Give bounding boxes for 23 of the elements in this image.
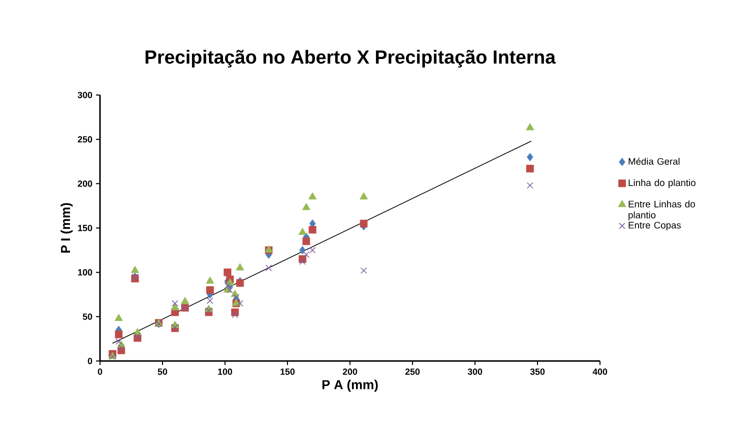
x-tick-label: 200 <box>342 368 358 375</box>
y-tick-label: 300 <box>78 92 92 98</box>
legend-label: Média Geral <box>628 158 680 165</box>
y-tick-label: 50 <box>82 313 92 320</box>
y-axis-title: P I (mm) <box>60 203 73 253</box>
x-tick-label: 350 <box>530 368 545 375</box>
x-tick-label: 50 <box>158 368 168 375</box>
y-tick-label: 150 <box>78 224 92 232</box>
y-tick-label: 0 <box>88 358 92 364</box>
x-tick-label: 100 <box>218 368 232 375</box>
legend-label: Linha do plantio <box>628 179 696 188</box>
x-tick-label: 150 <box>280 368 295 375</box>
legend-label: Entre Copas <box>628 222 681 230</box>
y-tick-label: 200 <box>78 180 92 187</box>
x-axis-title: P A (mm) <box>322 380 378 392</box>
y-tick-label: 250 <box>78 136 92 143</box>
chart-title: Precipitação no Aberto X Precipitação Interna <box>146 50 556 68</box>
x-tick-label: 400 <box>592 368 608 375</box>
x-tick-label: 0 <box>98 368 102 375</box>
legend-label: Entre Linhas do plantio <box>628 200 695 220</box>
y-tick-label: 100 <box>78 269 92 276</box>
x-tick-label: 300 <box>468 368 482 375</box>
x-tick-label: 250 <box>405 368 420 375</box>
